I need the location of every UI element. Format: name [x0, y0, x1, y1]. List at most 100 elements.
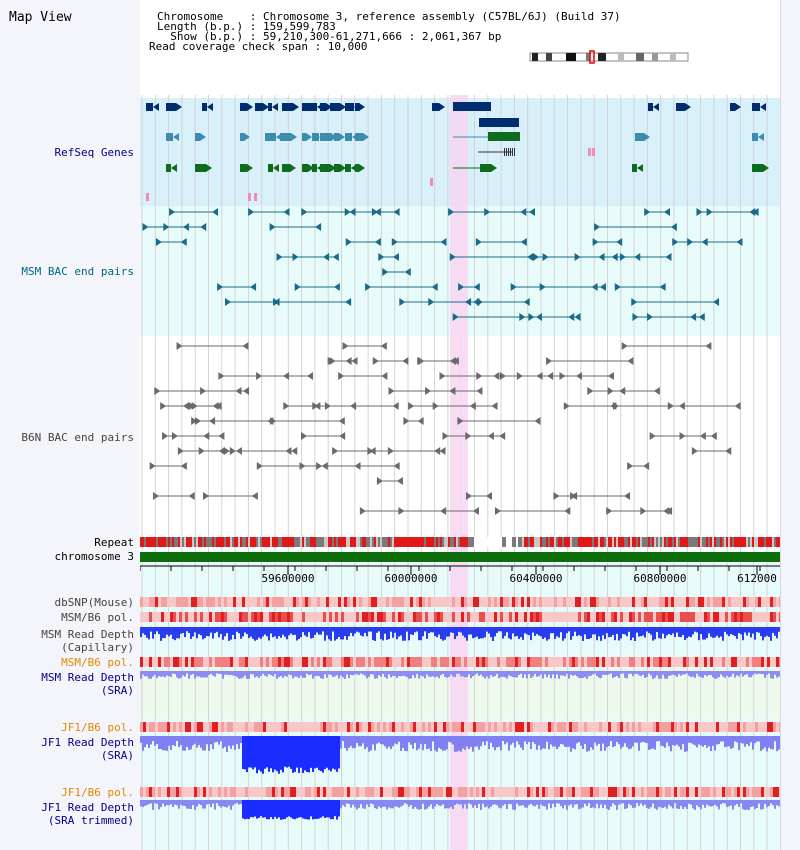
track-label-msm-bac[interactable]: MSM BAC end pairs — [21, 265, 134, 278]
b6n-bac-track[interactable] — [149, 342, 741, 515]
msm-bac-pair-end — [345, 238, 352, 246]
msm-bac-pair-end — [539, 283, 546, 291]
repeat-segment — [480, 537, 482, 547]
polymorphism-tracks[interactable] — [140, 597, 780, 797]
read-depth-bar — [670, 736, 672, 752]
polymorphism-bin — [251, 722, 254, 732]
track-label-jf1-b6-pol-1[interactable]: JF1/B6 pol. — [61, 721, 134, 734]
read-depth-bar — [396, 736, 398, 745]
genome-map-canvas[interactable]: 59600000 60000000 60400000 60800000 612000 — [140, 0, 780, 850]
track-label-msm-depth-capillary[interactable]: MSM Read Depth (Capillary) — [41, 628, 134, 654]
track-label-msm-depth-sra[interactable]: MSM Read Depth (SRA) — [41, 671, 134, 697]
read-depth-bar — [426, 627, 428, 639]
b6n-bac-pair-end — [396, 477, 403, 485]
b6n-bac-pair-end — [623, 492, 630, 500]
read-depth-bar — [170, 627, 172, 635]
read-depth-bar — [394, 627, 396, 633]
repeat-segment — [730, 537, 732, 547]
polymorphism-bin — [224, 657, 227, 667]
polymorphism-bin — [764, 657, 767, 667]
polymorphism-bin — [689, 787, 692, 797]
read-depth-bar — [214, 800, 216, 810]
track-label-chromosome[interactable]: chromosome 3 — [54, 550, 134, 563]
read-depth-bar — [468, 671, 470, 675]
track-label-jf1-depth-trimmed[interactable]: JF1 Read Depth (SRA trimmed) — [41, 801, 134, 827]
track-label-jf1-b6-pol-2[interactable]: JF1/B6 pol. — [61, 786, 134, 799]
polymorphism-bin — [362, 787, 365, 797]
polymorphism-bin — [482, 612, 485, 622]
gene-exon — [355, 164, 359, 172]
polymorphism-bin — [236, 612, 239, 622]
polymorphism-bin — [365, 787, 368, 797]
polymorphism-bin — [590, 597, 593, 607]
track-label-msm-b6-pol-1[interactable]: MSM/B6 pol. — [61, 611, 134, 624]
chromosome-ideogram[interactable] — [529, 50, 689, 64]
msm-bac-track[interactable] — [142, 208, 759, 321]
polymorphism-bin — [476, 597, 479, 607]
track-label-repeat[interactable]: Repeat — [94, 536, 134, 549]
track-label-dbsnp[interactable]: dbSNP(Mouse) — [54, 596, 134, 609]
track-label-refseq[interactable]: RefSeq Genes — [54, 146, 134, 159]
polymorphism-bin — [698, 597, 701, 607]
polymorphism-bin — [374, 787, 377, 797]
read-depth-bar — [158, 736, 160, 750]
read-depth-bar — [308, 671, 310, 676]
polymorphism-bin — [251, 597, 254, 607]
read-depth-bar — [294, 627, 296, 635]
read-depth-bar — [510, 800, 512, 805]
read-depth-bar — [310, 671, 312, 675]
read-depth-bar — [404, 627, 406, 641]
read-depth-bar — [212, 671, 214, 676]
refseq-genes-track[interactable] — [146, 102, 769, 201]
polymorphism-bin — [503, 787, 506, 797]
repeat-segment — [232, 537, 234, 547]
track-label-jf1-depth-sra[interactable]: JF1 Read Depth (SRA) — [41, 736, 134, 762]
read-depth-bar — [664, 800, 666, 807]
polymorphism-bin — [620, 787, 623, 797]
polymorphism-bin — [506, 597, 509, 607]
read-depth-bar — [572, 736, 574, 749]
read-depth-bar — [368, 671, 370, 677]
polymorphism-bin — [311, 612, 314, 622]
polymorphism-bin — [752, 597, 755, 607]
polymorphism-bin — [524, 597, 527, 607]
chromosome-bar[interactable] — [140, 552, 780, 562]
read-depth-bar — [614, 800, 616, 806]
polymorphism-bin — [653, 612, 656, 622]
repeat-segment — [302, 537, 304, 547]
polymorphism-bin — [221, 597, 224, 607]
polymorphism-bin — [398, 612, 401, 622]
read-depth-bar — [172, 800, 174, 808]
read-depth-bar — [730, 671, 732, 677]
read-depth-tracks[interactable] — [140, 627, 780, 820]
repeat-segment — [636, 537, 638, 547]
read-depth-bar — [484, 800, 486, 808]
polymorphism-bin — [596, 597, 599, 607]
gene-pink-marker — [592, 148, 595, 156]
polymorphism-bin — [473, 597, 476, 607]
msm-bac-pair-end — [345, 298, 352, 306]
polymorphism-bin — [311, 787, 314, 797]
read-depth-bar — [570, 736, 572, 752]
read-depth-bar — [210, 800, 212, 808]
repeat-segment — [750, 537, 752, 547]
polymorphism-bin — [224, 722, 227, 732]
gene-strand-arrow — [291, 133, 297, 141]
repeat-track[interactable] — [140, 537, 780, 547]
polymorphism-bin — [464, 657, 467, 667]
track-label-b6n-bac[interactable]: B6N BAC end pairs — [21, 431, 134, 444]
polymorphism-bin — [248, 612, 251, 622]
read-depth-bar — [488, 736, 490, 750]
polymorphism-bin — [311, 657, 314, 667]
repeat-segment — [584, 537, 586, 547]
read-depth-bar — [738, 736, 740, 751]
read-depth-bar — [554, 736, 556, 747]
ideogram-band — [546, 53, 552, 61]
polymorphism-bin — [179, 657, 182, 667]
polymorphism-bin — [233, 612, 236, 622]
polymorphism-bin — [173, 657, 176, 667]
track-label-msm-b6-pol-2[interactable]: MSM/B6 pol. — [61, 656, 134, 669]
polymorphism-bin — [686, 612, 689, 622]
read-depth-bar — [724, 627, 726, 632]
read-depth-bar — [198, 736, 200, 745]
